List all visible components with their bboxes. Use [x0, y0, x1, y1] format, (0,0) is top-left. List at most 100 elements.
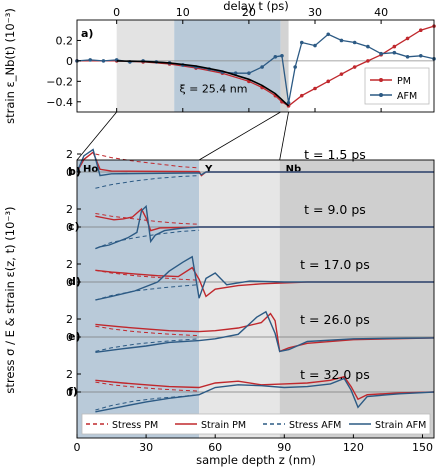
- data-point-afm: [339, 38, 344, 43]
- x-tick-label: 30: [308, 6, 322, 19]
- series-line-fit: [116, 60, 290, 107]
- data-point-pm: [299, 93, 304, 98]
- y-tick-label: 2: [66, 203, 73, 216]
- y-tick-label: 0: [66, 55, 73, 68]
- y-tick-label: 2: [66, 313, 73, 326]
- strain-afm-line: [76, 148, 434, 177]
- x-tick-label: 40: [374, 6, 388, 19]
- panel-label: e): [68, 330, 81, 343]
- panel-label: b): [68, 165, 81, 178]
- panel-bf-frame: [76, 159, 435, 439]
- data-point-afm: [273, 55, 278, 59]
- legend-label: AFM: [397, 91, 417, 102]
- y-axis-label-bf: stress σ / E & strain ε(z, t) (10⁻³): [3, 206, 17, 393]
- y-tick-label: 2: [66, 148, 73, 161]
- x-tick-label: 120: [343, 441, 364, 454]
- legend-marker: [379, 78, 383, 82]
- panel-a: 0 10 20 30 40 0.2 0 −0.2 −0.4 delay t (ps) a) ξ = 2…: [46, 0, 436, 113]
- x-tick-label: 150: [412, 441, 433, 454]
- strain-pm-line: [95, 375, 435, 401]
- legend-label: Strain PM: [201, 420, 246, 431]
- time-label: t = 17.0 ps: [300, 257, 370, 272]
- strain-afm-line: [95, 377, 435, 413]
- data-point-afm: [326, 32, 331, 37]
- connector-line: [279, 111, 289, 161]
- x-axis-label: sample depth z (nm): [196, 453, 316, 467]
- data-point-afm: [379, 51, 383, 56]
- stress-pm-line: [95, 381, 200, 392]
- legend: PM AFM Stress PM Strain PM Stress AFM Strain …: [81, 67, 431, 435]
- panel-label: d): [68, 275, 81, 288]
- legend-label: PM: [397, 76, 411, 87]
- y-tick-label: 0: [66, 221, 73, 234]
- strain-pm-line: [95, 266, 434, 298]
- data-point-pm: [352, 65, 357, 69]
- data-point-afm: [366, 44, 370, 49]
- strain-afm-line: [95, 310, 435, 353]
- stress-pm-line: [95, 153, 200, 169]
- data-point-afm: [88, 58, 93, 62]
- panel-a-frame: [76, 19, 435, 113]
- y-tick-label: 0: [66, 331, 73, 344]
- layer-label: Nb: [286, 164, 302, 175]
- data-point-afm: [233, 71, 238, 75]
- stress-afm-line: [95, 338, 200, 352]
- shaded-region: [116, 20, 175, 112]
- time-label: t = 1.5 ps: [304, 147, 366, 162]
- legend-box: [81, 413, 431, 435]
- legend-box: [364, 67, 430, 105]
- y-tick-label: −0.2: [46, 75, 73, 88]
- layer-region: [199, 160, 280, 438]
- panel-label: c): [68, 220, 80, 233]
- legend-label: Strain AFM: [375, 420, 426, 431]
- y-tick-label: 2: [66, 368, 73, 381]
- strain-pm-line: [95, 207, 434, 232]
- data-point-afm: [299, 40, 304, 45]
- data-point-afm: [313, 43, 317, 48]
- strain-afm-line: [95, 255, 434, 301]
- y-tick-label: 0: [66, 276, 73, 289]
- data-point-afm: [293, 65, 297, 69]
- x-tick-label: 10: [176, 6, 190, 19]
- data-point-afm: [286, 101, 291, 105]
- stress-pm-line: [95, 269, 200, 281]
- y-tick-label: −0.4: [46, 96, 73, 109]
- x-tick-label: 20: [242, 6, 256, 19]
- x-tick-label: 90: [277, 441, 291, 454]
- data-point-afm: [101, 59, 106, 63]
- data-point-afm: [418, 53, 423, 58]
- data-point-afm: [260, 65, 264, 69]
- y-tick-label: 2: [66, 258, 73, 271]
- x-tick-label: 30: [139, 441, 153, 454]
- data-point-pm: [339, 72, 344, 76]
- connector-line: [76, 111, 117, 161]
- legend-marker: [379, 93, 383, 97]
- stress-afm-line: [95, 394, 200, 411]
- x-tick-label: 0: [74, 441, 81, 454]
- stress-afm-line: [95, 284, 200, 301]
- data-point-afm: [280, 53, 284, 58]
- stress-afm-line: [95, 175, 200, 189]
- stress-pm-line: [95, 325, 200, 337]
- time-label: t = 26.0 ps: [300, 312, 370, 327]
- data-point-pm: [392, 44, 397, 49]
- time-label: t = 9.0 ps: [304, 202, 366, 217]
- data-point-afm: [247, 71, 251, 75]
- stress-afm-line: [95, 229, 200, 250]
- data-point-pm: [326, 79, 331, 84]
- panel-label: f): [68, 385, 78, 398]
- y-tick-label: 0.2: [56, 34, 74, 47]
- data-point-afm: [405, 55, 410, 59]
- layer-label: Ho: [83, 164, 98, 175]
- data-point-afm: [392, 50, 397, 55]
- time-label: t = 32.0 ps: [300, 367, 370, 382]
- x-tick-label: 60: [208, 441, 222, 454]
- data-point-pm: [366, 59, 370, 63]
- layer-label: Y: [204, 164, 213, 175]
- strain-afm-line: [95, 204, 434, 250]
- data-point-afm: [352, 40, 357, 45]
- y-tick-label: 0: [66, 386, 73, 399]
- x-tick-label: 0: [113, 6, 120, 19]
